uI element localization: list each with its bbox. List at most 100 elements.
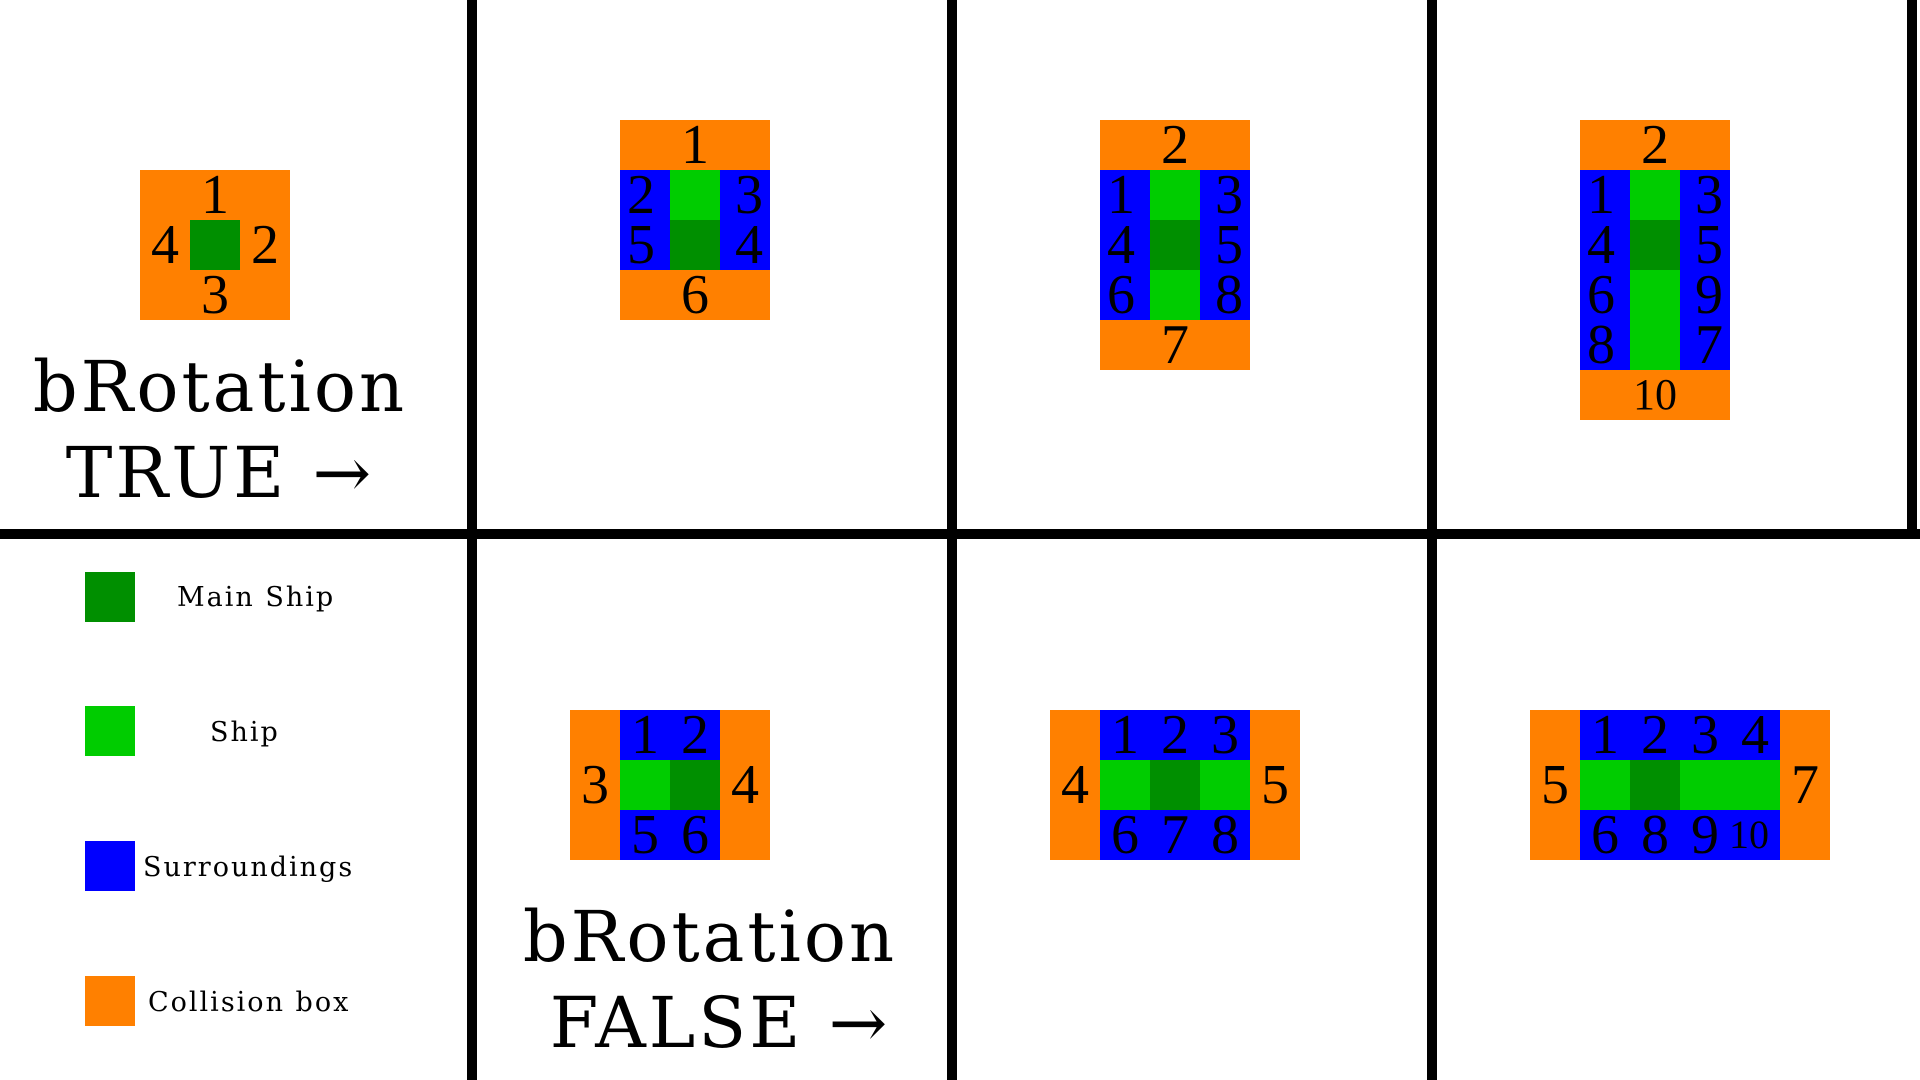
- cell-number-label: 6: [681, 804, 709, 866]
- collision-box-cell: [570, 710, 620, 760]
- collision-box-cell: [1630, 370, 1680, 420]
- ship-cell: [1150, 270, 1200, 320]
- collision-box-cell: [1780, 760, 1830, 810]
- collision-box-cell: [1050, 810, 1100, 860]
- cell-number-label: 4: [735, 214, 763, 276]
- cell-number-label: 7: [1161, 314, 1189, 376]
- surroundings-cell: [620, 220, 670, 270]
- surroundings-cell: [1580, 270, 1630, 320]
- cell-number-label: 4: [1741, 704, 1769, 766]
- cell-number-label: 8: [1641, 804, 1669, 866]
- collision-box-cell: [570, 760, 620, 810]
- rotation-false-title-line1: bRotation: [522, 896, 898, 978]
- collision-box-cell: [1150, 120, 1200, 170]
- main-ship-cell: [1150, 220, 1200, 270]
- collision-box-cell: [720, 270, 770, 320]
- collision-box-cell: [1250, 710, 1300, 760]
- surroundings-cell: [1580, 810, 1630, 860]
- cell-number-label: 4: [1107, 214, 1135, 276]
- collision-box-cell: [670, 120, 720, 170]
- cell-number-label: 5: [627, 214, 655, 276]
- diagram-rotation-false-ship-size-4: 1 2 3 4 5 7 6 8 9 10: [1530, 704, 1830, 866]
- ship-cell: [670, 170, 720, 220]
- cell-number-label: 3: [1691, 704, 1719, 766]
- collision-box-cell: [720, 120, 770, 170]
- rotation-true-title-line1: bRotation: [32, 346, 408, 428]
- cell-number-label: 8: [1215, 264, 1243, 326]
- collision-box-cell: [140, 270, 190, 320]
- cell-number-label: 1: [681, 114, 709, 176]
- collision-box-cell: [720, 760, 770, 810]
- main-ship-cell: [190, 220, 240, 270]
- cell-number-label: 9: [1695, 264, 1723, 326]
- surroundings-cell: [1200, 810, 1250, 860]
- legend-collision-box-swatch: [85, 976, 135, 1026]
- cell-number-label: 7: [1791, 754, 1819, 816]
- surroundings-cell: [620, 710, 670, 760]
- legend-ship-swatch: [85, 706, 135, 756]
- legend-main-ship-label: Main Ship: [177, 582, 336, 613]
- collision-box-cell: [1100, 320, 1150, 370]
- cell-number-label: 5: [1215, 214, 1243, 276]
- surroundings-cell: [1100, 270, 1150, 320]
- collision-box-cell: [1530, 810, 1580, 860]
- collision-box-cell: [1050, 760, 1100, 810]
- surroundings-cell: [1580, 170, 1630, 220]
- cell-number-label: 2: [681, 704, 709, 766]
- collision-box-cell: [1100, 120, 1150, 170]
- surroundings-cell: [1680, 220, 1730, 270]
- cell-number-label: 7: [1161, 804, 1189, 866]
- surroundings-cell: [1730, 710, 1780, 760]
- cell-number-label: 5: [631, 804, 659, 866]
- cell-number-label: 3: [1215, 164, 1243, 226]
- cell-number-label: 6: [1587, 264, 1615, 326]
- main-ship-cell: [1150, 760, 1200, 810]
- cell-number-label: 3: [1211, 704, 1239, 766]
- cell-number-label: 1: [1591, 704, 1619, 766]
- cell-number-label: 3: [581, 754, 609, 816]
- ship-cell: [1100, 760, 1150, 810]
- ship-cell: [1730, 760, 1780, 810]
- surroundings-cell: [1680, 320, 1730, 370]
- surroundings-cell: [1630, 710, 1680, 760]
- collision-box-cell: [1630, 120, 1680, 170]
- cell-number-label: 7: [1695, 314, 1723, 376]
- cell-number-label: 4: [151, 214, 179, 276]
- surroundings-cell: [1580, 220, 1630, 270]
- collision-box-cell: [570, 810, 620, 860]
- surroundings-cell: [720, 220, 770, 270]
- cell-number-label: 2: [251, 214, 279, 276]
- collision-box-cell: [620, 120, 670, 170]
- collision-box-cell: [1250, 760, 1300, 810]
- collision-box-cell: [1530, 760, 1580, 810]
- ship-cell: [620, 760, 670, 810]
- surroundings-cell: [1630, 810, 1680, 860]
- collision-box-cell: [1200, 120, 1250, 170]
- collision-box-cell: [140, 170, 190, 220]
- main-ship-cell: [670, 760, 720, 810]
- surroundings-cell: [620, 170, 670, 220]
- ship-cell: [1630, 170, 1680, 220]
- cell-number-label: 1: [1107, 164, 1135, 226]
- surroundings-cell: [720, 170, 770, 220]
- cell-number-label: 4: [1061, 754, 1089, 816]
- cell-number-label: 10: [1633, 370, 1677, 419]
- collision-box-cell: [1200, 320, 1250, 370]
- collision-box-cell: [190, 170, 240, 220]
- surroundings-cell: [1100, 710, 1150, 760]
- cell-number-label: 8: [1587, 314, 1615, 376]
- ship-cell: [1200, 760, 1250, 810]
- ship-cell: [1580, 760, 1630, 810]
- collision-box-cell: [240, 220, 290, 270]
- cell-number-label: 2: [1641, 704, 1669, 766]
- surroundings-cell: [670, 810, 720, 860]
- surroundings-cell: [1680, 170, 1730, 220]
- cell-number-label: 3: [201, 264, 229, 326]
- collision-box-cell: [1780, 710, 1830, 760]
- surroundings-cell: [670, 710, 720, 760]
- cell-number-label: 1: [1111, 704, 1139, 766]
- legend-collision-box-label: Collision box: [148, 987, 351, 1018]
